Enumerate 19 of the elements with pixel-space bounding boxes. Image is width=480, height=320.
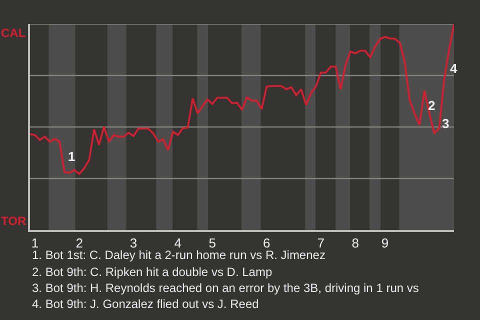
text: CAL [1,26,26,40]
x-tick-label: 6 [263,235,270,250]
annotation: 1 [68,149,76,164]
x-tick-label: 3 [130,235,138,250]
x-tick-label: 8 [352,235,360,250]
text: 3. Bot 9th: H. Reynolds reached on an error by the 3B, driving in 1 run vs [32,281,419,295]
x-tick-label: 7 [317,235,324,250]
annotation: 3 [442,116,450,131]
text: TOR [1,214,26,228]
text: 1. Bot 1st: C. Daley hit a 2-run home run vs R. Jimenez [32,248,326,262]
x-tick-label: 9 [381,235,389,250]
text: 4. Bot 9th: J. Gonzalez flied out vs J. Reed [32,297,259,311]
x-tick-label: 4 [174,235,182,250]
x-tick-label: 1 [31,235,39,250]
text: 2. Bot 9th: C. Ripken hit a double vs D. Lamp [32,265,272,279]
x-tick-label: 5 [208,235,216,250]
annotation: 2 [428,98,436,113]
x-tick-label: 2 [76,235,83,250]
annotation: 4 [450,61,458,76]
